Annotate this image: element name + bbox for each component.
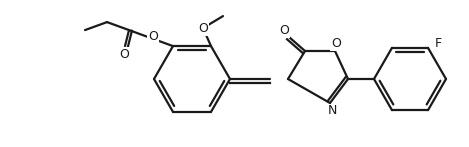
Text: O: O [279,24,289,36]
Text: O: O [148,30,158,43]
Text: O: O [331,36,341,50]
Text: N: N [327,105,337,117]
Text: O: O [198,22,208,35]
Text: O: O [119,48,129,61]
Text: F: F [434,37,441,50]
